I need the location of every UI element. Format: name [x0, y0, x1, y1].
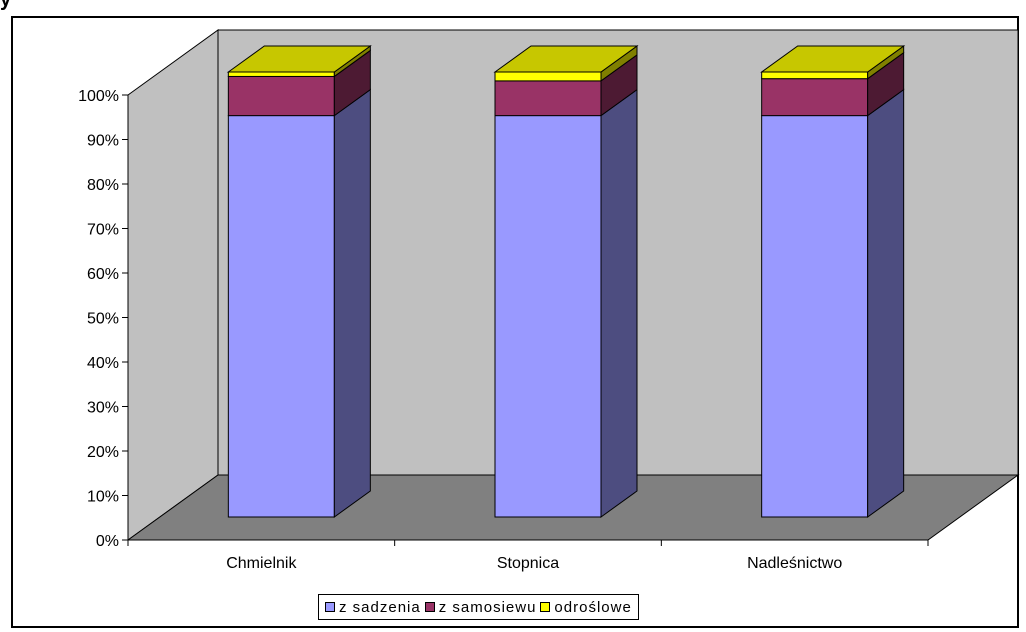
- y-tick-label: 50%: [87, 311, 119, 328]
- bar-front-1: [227, 75, 335, 117]
- y-tick-label: 0%: [96, 533, 119, 550]
- legend-swatch-1: [424, 602, 435, 612]
- legend-label-0: z sadzenia: [339, 598, 421, 616]
- bar-top: [226, 45, 372, 73]
- bar-front-2: [494, 71, 602, 82]
- legend-swatch-2: [540, 602, 551, 612]
- bar-side-0: [333, 88, 371, 518]
- legend-item-0: z sadzenia: [325, 599, 421, 616]
- legend-swatch-0: [325, 602, 335, 612]
- chart-title-text: y: [0, 0, 12, 11]
- bar-top: [493, 45, 639, 73]
- legend: z sadzenia z samosiewu odroślowe: [318, 594, 639, 620]
- y-tick-label: 60%: [87, 266, 119, 283]
- y-tick-label: 30%: [87, 400, 119, 417]
- bar-side-0: [867, 88, 905, 518]
- legend-item-1: z samosiewu: [424, 598, 537, 616]
- y-tick-label: 100%: [78, 88, 119, 105]
- y-tick-label: 20%: [87, 444, 119, 461]
- bar-side-0: [600, 88, 638, 518]
- bar-front-1: [494, 80, 602, 117]
- side-wall: [127, 29, 219, 541]
- x-tick-label: Chmielnik: [226, 555, 297, 572]
- y-tick-label: 90%: [87, 133, 119, 150]
- bar-front-1: [761, 78, 869, 117]
- y-tick-label: 10%: [87, 489, 119, 506]
- y-tick-label: 80%: [87, 177, 119, 194]
- bar-front-0: [227, 115, 335, 518]
- bar-front-2: [227, 71, 335, 77]
- x-tick-label: Stopnica: [497, 555, 559, 572]
- legend-item-2: odroślowe: [540, 599, 631, 616]
- x-tick-label: Nadleśnictwo: [747, 555, 842, 572]
- chart-title-fragment: y: [0, 0, 1026, 16]
- bar-front-0: [494, 115, 602, 518]
- legend-label-2: odroślowe: [554, 598, 632, 616]
- bar-front-0: [761, 115, 869, 518]
- bar-front-2: [761, 71, 869, 80]
- y-tick-label: 40%: [87, 355, 119, 372]
- bar-top: [760, 45, 906, 73]
- legend-label-1: z samosiewu: [438, 598, 537, 616]
- y-tick-label: 70%: [87, 222, 119, 239]
